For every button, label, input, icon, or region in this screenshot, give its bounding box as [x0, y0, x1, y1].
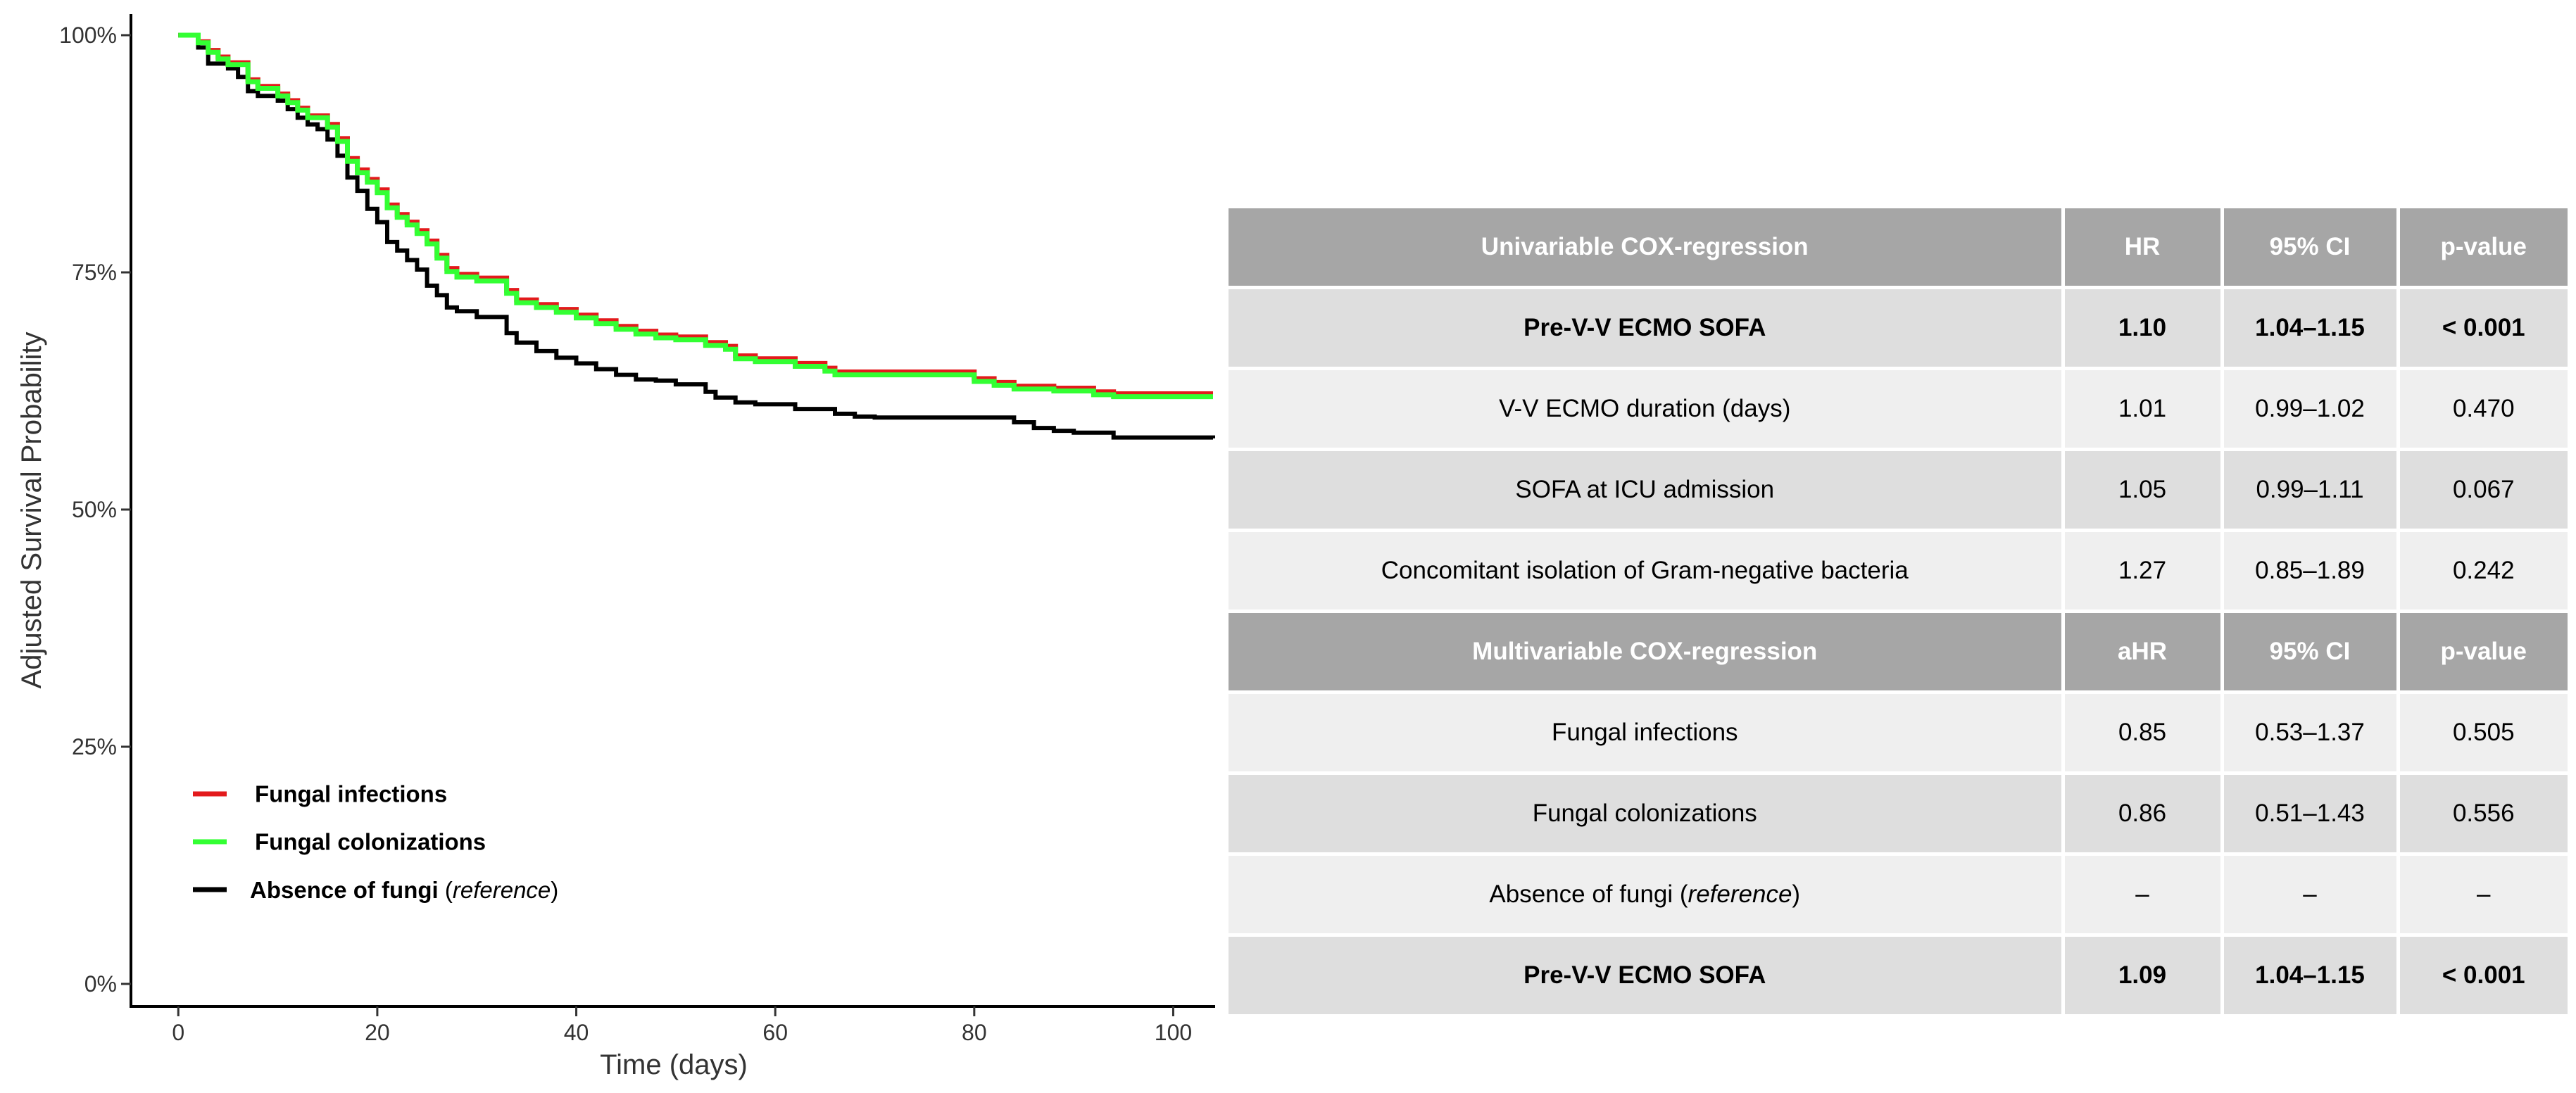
series-layer — [178, 32, 1215, 440]
table-row: SOFA at ICU admission 1.05 0.99–1.11 0.0… — [1229, 449, 2568, 532]
table-row: Fungal colonizations 0.86 0.51–1.43 0.55… — [1229, 773, 2568, 856]
x-axis-title: Time (days) — [600, 1049, 748, 1080]
multivariable-header-p: p-value — [2398, 611, 2568, 694]
multivariable-header-title: Multivariable COX-regression — [1229, 611, 2065, 694]
multivariable-header-ci: 95% CI — [2222, 611, 2400, 694]
row-hr: – — [2063, 854, 2224, 937]
x-tick-label: 100 — [1155, 1020, 1192, 1045]
row-variable: Pre-V-V ECMO SOFA — [1229, 935, 2065, 1018]
y-tick-label: 75% — [72, 260, 117, 285]
row-variable: Fungal infections — [1229, 692, 2065, 775]
multivariable-header-row: Multivariable COX-regression aHR 95% CI … — [1229, 611, 2568, 694]
y-tick-label: 0% — [84, 971, 117, 997]
row-variable-close-paren: ) — [1792, 880, 1801, 908]
y-axis-title: Adjusted Survival Probability — [16, 332, 47, 689]
table-row: Pre-V-V ECMO SOFA 1.09 1.04–1.15 < 0.001 — [1229, 935, 2568, 1018]
row-hr: 0.86 — [2063, 773, 2224, 856]
table-row: Concomitant isolation of Gram-negative b… — [1229, 530, 2568, 613]
row-hr: 1.01 — [2063, 368, 2224, 451]
row-hr: 1.09 — [2063, 935, 2224, 1018]
row-variable-reference: reference — [1688, 880, 1792, 908]
row-ci: 0.85–1.89 — [2222, 530, 2400, 613]
series-line-fungal-colonizations — [178, 32, 1213, 400]
y-tick-label: 100% — [59, 23, 117, 48]
row-p: 0.505 — [2398, 692, 2568, 775]
row-hr: 1.05 — [2063, 449, 2224, 532]
row-p: 0.556 — [2398, 773, 2568, 856]
legend-label-reference: reference — [453, 877, 551, 903]
row-variable: V-V ECMO duration (days) — [1229, 368, 2065, 451]
row-p: 0.067 — [2398, 449, 2568, 532]
row-hr: 1.27 — [2063, 530, 2224, 613]
legend-label-fungal-colonizations: Fungal colonizations — [255, 829, 486, 855]
row-p: 0.470 — [2398, 368, 2568, 451]
row-ci: 0.99–1.02 — [2222, 368, 2400, 451]
row-variable: Absence of fungi (reference) — [1229, 854, 2065, 937]
row-p: < 0.001 — [2398, 287, 2568, 370]
univariable-header-row: Univariable COX-regression HR 95% CI p-v… — [1229, 208, 2568, 289]
y-tick-label: 25% — [72, 734, 117, 759]
row-variable: Fungal colonizations — [1229, 773, 2065, 856]
univariable-header-ci: 95% CI — [2222, 208, 2400, 289]
row-ci: 0.99–1.11 — [2222, 449, 2400, 532]
row-ci: 0.53–1.37 — [2222, 692, 2400, 775]
row-hr: 1.10 — [2063, 287, 2224, 370]
legend-label-open-paren: ( — [439, 877, 453, 903]
survival-chart: 0% 25% 50% 75% 100% 0 20 40 60 80 100 Adjusted Sur… — [16, 14, 1215, 1080]
row-variable-main: Absence of fungi — [1489, 880, 1673, 908]
x-tick-label: 60 — [762, 1020, 788, 1045]
univariable-header-p: p-value — [2398, 208, 2568, 289]
row-variable: Concomitant isolation of Gram-negative b… — [1229, 530, 2065, 613]
x-tick-label: 80 — [962, 1020, 987, 1045]
cox-regression-table: Univariable COX-regression HR 95% CI p-v… — [1229, 208, 2568, 1018]
row-variable: SOFA at ICU admission — [1229, 449, 2065, 532]
x-tick-label: 20 — [365, 1020, 390, 1045]
legend-label-fungal-infections: Fungal infections — [255, 781, 447, 807]
row-hr: 0.85 — [2063, 692, 2224, 775]
row-variable: Pre-V-V ECMO SOFA — [1229, 287, 2065, 370]
table-row: Pre-V-V ECMO SOFA 1.10 1.04–1.15 < 0.001 — [1229, 287, 2568, 370]
row-ci: 1.04–1.15 — [2222, 935, 2400, 1018]
legend-label-close-paren: ) — [551, 877, 558, 903]
x-tick-label: 40 — [564, 1020, 589, 1045]
series-line-absence-of-fungi — [178, 33, 1215, 440]
legend: Fungal infections Fungal colonizations A… — [193, 781, 558, 903]
row-variable-open-paren: ( — [1673, 880, 1688, 908]
row-p: < 0.001 — [2398, 935, 2568, 1018]
row-ci: – — [2222, 854, 2400, 937]
table-row: Absence of fungi (reference) – – – — [1229, 854, 2568, 937]
legend-label-absence-of-fungi: Absence of fungi (reference) — [250, 877, 558, 903]
y-tick-label: 50% — [72, 497, 117, 522]
univariable-header-hr: HR — [2063, 208, 2224, 289]
table-row: Fungal infections 0.85 0.53–1.37 0.505 — [1229, 692, 2568, 775]
row-p: – — [2398, 854, 2568, 937]
row-p: 0.242 — [2398, 530, 2568, 613]
legend-label-absence-main: Absence of fungi — [250, 877, 439, 903]
table-row: V-V ECMO duration (days) 1.01 0.99–1.02 … — [1229, 368, 2568, 451]
axes-layer: 0% 25% 50% 75% 100% 0 20 40 60 80 100 — [59, 14, 1215, 1045]
x-tick-label: 0 — [172, 1020, 184, 1045]
row-ci: 0.51–1.43 — [2222, 773, 2400, 856]
multivariable-header-hr: aHR — [2063, 611, 2224, 694]
univariable-header-title: Univariable COX-regression — [1229, 208, 2065, 289]
row-ci: 1.04–1.15 — [2222, 287, 2400, 370]
